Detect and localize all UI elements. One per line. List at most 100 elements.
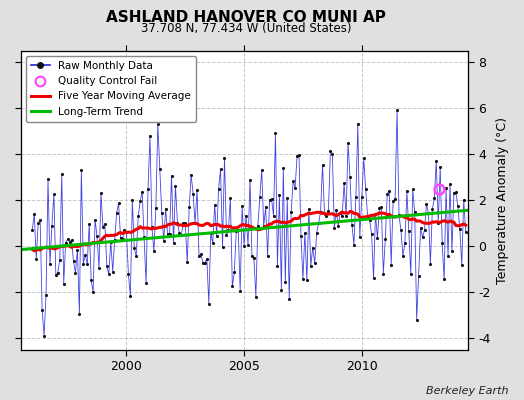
- Point: [399, 253, 407, 259]
- Point: [75, 311, 83, 317]
- Point: [222, 232, 231, 238]
- Point: [85, 221, 93, 227]
- Point: [250, 255, 258, 261]
- Point: [44, 176, 52, 183]
- Point: [226, 195, 235, 202]
- Point: [269, 212, 278, 219]
- Point: [167, 172, 176, 179]
- Point: [401, 240, 409, 246]
- Point: [73, 247, 82, 253]
- Point: [391, 196, 399, 202]
- Point: [424, 210, 433, 216]
- Point: [138, 189, 146, 195]
- Point: [434, 220, 442, 226]
- Point: [432, 158, 441, 164]
- Text: 37.708 N, 77.434 W (United States): 37.708 N, 77.434 W (United States): [141, 22, 352, 35]
- Point: [248, 253, 256, 260]
- Point: [224, 227, 233, 234]
- Point: [279, 165, 288, 171]
- Point: [354, 120, 362, 127]
- Point: [148, 224, 156, 231]
- Point: [307, 263, 315, 269]
- Point: [446, 180, 454, 187]
- Point: [206, 230, 215, 236]
- Point: [185, 204, 193, 210]
- Point: [436, 164, 444, 170]
- Point: [101, 221, 109, 227]
- Legend: Raw Monthly Data, Quality Control Fail, Five Year Moving Average, Long-Term Tren: Raw Monthly Data, Quality Control Fail, …: [26, 56, 196, 122]
- Point: [179, 220, 188, 226]
- Point: [40, 332, 48, 339]
- Point: [383, 191, 391, 197]
- Point: [299, 276, 307, 282]
- Point: [402, 188, 411, 194]
- Point: [93, 233, 101, 239]
- Point: [108, 268, 117, 275]
- Point: [428, 206, 436, 212]
- Point: [169, 240, 178, 246]
- Point: [273, 263, 281, 269]
- Point: [450, 190, 458, 196]
- Point: [418, 234, 427, 240]
- Point: [381, 236, 389, 242]
- Point: [136, 198, 145, 205]
- Point: [197, 251, 205, 257]
- Point: [364, 214, 372, 220]
- Point: [154, 121, 162, 127]
- Text: Berkeley Earth: Berkeley Earth: [426, 386, 508, 396]
- Point: [293, 153, 301, 159]
- Point: [230, 269, 238, 276]
- Point: [297, 233, 305, 239]
- Point: [261, 204, 270, 210]
- Point: [209, 240, 217, 246]
- Point: [452, 189, 460, 195]
- Point: [377, 204, 386, 210]
- Point: [216, 166, 225, 172]
- Point: [52, 272, 60, 278]
- Point: [189, 191, 198, 197]
- Point: [204, 300, 213, 307]
- Point: [338, 213, 346, 219]
- Point: [175, 230, 183, 236]
- Point: [448, 247, 456, 254]
- Point: [367, 231, 376, 237]
- Point: [264, 253, 272, 259]
- Point: [159, 238, 168, 244]
- Point: [265, 196, 274, 203]
- Point: [328, 150, 336, 157]
- Point: [440, 276, 449, 283]
- Point: [275, 192, 283, 198]
- Point: [48, 222, 56, 229]
- Point: [124, 271, 133, 277]
- Point: [240, 242, 248, 249]
- Point: [130, 245, 138, 252]
- Point: [166, 231, 174, 237]
- Point: [332, 206, 341, 213]
- Point: [259, 223, 268, 230]
- Point: [111, 236, 119, 243]
- Point: [58, 171, 66, 177]
- Point: [219, 243, 227, 250]
- Point: [254, 223, 262, 229]
- Point: [228, 283, 236, 290]
- Point: [385, 188, 394, 194]
- Point: [105, 271, 113, 277]
- Point: [161, 205, 170, 212]
- Point: [346, 174, 354, 180]
- Point: [369, 275, 378, 281]
- Point: [232, 228, 241, 235]
- Point: [195, 252, 203, 259]
- Point: [320, 210, 329, 217]
- Point: [66, 239, 74, 245]
- Point: [103, 263, 111, 270]
- Point: [373, 235, 381, 242]
- Point: [140, 234, 148, 240]
- Point: [289, 178, 297, 184]
- Point: [359, 155, 368, 162]
- Point: [326, 148, 335, 155]
- Point: [211, 202, 219, 208]
- Point: [32, 256, 40, 262]
- Point: [46, 260, 54, 267]
- Point: [462, 229, 470, 236]
- Point: [314, 220, 323, 226]
